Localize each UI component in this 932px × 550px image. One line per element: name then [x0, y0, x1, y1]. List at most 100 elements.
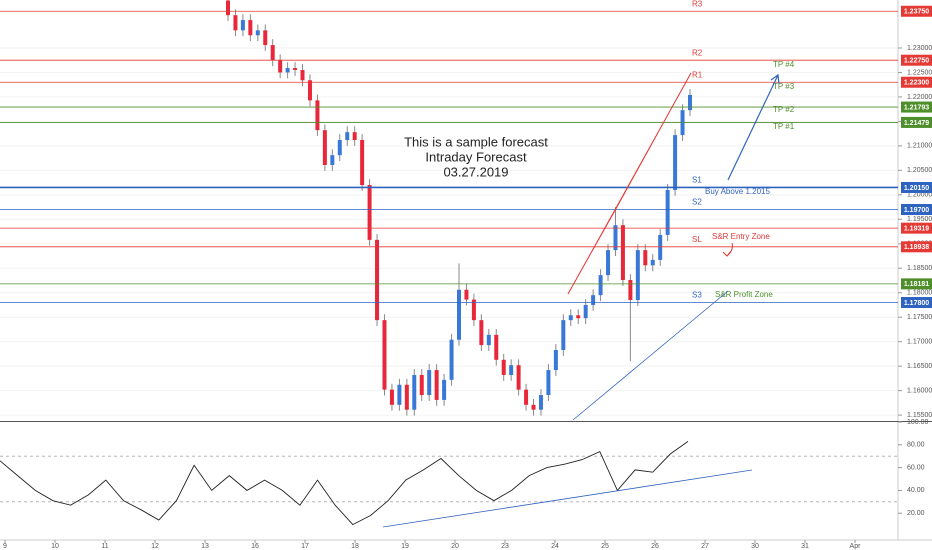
- candle-body: [330, 155, 335, 165]
- annotation: TP #2: [773, 105, 795, 114]
- y-tick-label: 1.17000: [907, 339, 932, 346]
- level-label-box: [901, 204, 932, 216]
- candle-body: [263, 30, 268, 46]
- y-tick-label: 1.18500: [907, 265, 932, 272]
- candle-body: [635, 250, 640, 301]
- candle-body: [300, 70, 305, 81]
- x-tick-label: 11: [101, 543, 108, 550]
- candle-body: [449, 339, 454, 380]
- y-tick-label: 1.19500: [907, 216, 932, 223]
- candle-body: [516, 365, 521, 390]
- candle-body: [628, 280, 633, 301]
- annotation: TP #4: [773, 60, 795, 69]
- x-tick-label: 27: [701, 543, 709, 550]
- forecast-text: 03.27.2019: [443, 164, 508, 179]
- candle-body: [397, 384, 402, 405]
- candle-body: [658, 234, 663, 260]
- candle-body: [278, 60, 283, 73]
- support-line: [572, 290, 729, 421]
- level-label: 1.18938: [904, 244, 929, 251]
- annotation: TP #3: [773, 82, 795, 91]
- x-tick-label: 10: [51, 543, 59, 550]
- level-label-box: [901, 222, 932, 234]
- candle-body: [345, 132, 350, 140]
- candle-body: [546, 370, 551, 396]
- candle-body: [360, 140, 365, 186]
- rsi-tick-label: 100.00: [907, 419, 929, 426]
- x-tick-label: 20: [451, 543, 459, 550]
- level-name: SL: [692, 235, 702, 244]
- candle-body: [382, 320, 387, 390]
- candle-body: [568, 315, 573, 321]
- y-tick-label: 1.22000: [907, 94, 932, 101]
- candle-body: [255, 30, 260, 36]
- y-tick-label: 1.20500: [907, 167, 932, 174]
- x-tick-label: 16: [251, 543, 259, 550]
- candle-body: [442, 379, 447, 400]
- y-tick-label: 1.18000: [907, 290, 932, 297]
- arrow-head: [770, 73, 780, 85]
- level-name: S3: [692, 291, 702, 300]
- candle-body: [486, 334, 491, 346]
- x-tick-label: 19: [401, 543, 409, 550]
- candle-body: [598, 275, 603, 296]
- candle-body: [471, 299, 476, 321]
- y-tick-label: 1.17500: [907, 314, 932, 321]
- candle-body: [270, 45, 275, 61]
- candle-body: [315, 100, 320, 131]
- x-tick-label: 26: [651, 543, 659, 550]
- level-label: 1.22300: [904, 80, 929, 87]
- x-tick-label: 9: [3, 543, 7, 550]
- candle-body: [293, 68, 298, 70]
- x-tick-label: 13: [201, 543, 209, 550]
- candle-body: [524, 389, 529, 405]
- y-tick-label: 1.21000: [907, 143, 932, 150]
- candle-body: [553, 350, 558, 371]
- candle-body: [337, 140, 342, 156]
- annotation: Buy Above 1.2015: [705, 187, 770, 196]
- level-label-box: [901, 101, 932, 113]
- candle-body: [419, 374, 424, 396]
- x-tick-label: 12: [151, 543, 159, 550]
- candle-body: [427, 370, 432, 396]
- forecast-arrow: [727, 74, 779, 181]
- rsi-tick-label: 20.00: [907, 510, 925, 517]
- candle-body: [538, 395, 543, 410]
- candle-body: [643, 250, 648, 266]
- x-tick-label: 31: [801, 543, 809, 550]
- price-pane: [0, 0, 898, 416]
- forecast-text: Intraday Forecast: [425, 149, 527, 164]
- candle-body: [226, 0, 230, 16]
- level-label: 1.21479: [904, 120, 929, 127]
- x-tick-label: 24: [551, 543, 559, 550]
- x-tick-label: 25: [601, 543, 609, 550]
- y-tick-label: 1.15500: [907, 412, 932, 419]
- candle-body: [479, 320, 484, 346]
- candle-body: [352, 132, 357, 140]
- level-label: 1.20150: [904, 185, 929, 192]
- candle-body: [322, 130, 327, 165]
- level-label-box: [901, 181, 932, 193]
- drawings: [382, 72, 780, 528]
- candle-body: [248, 20, 253, 36]
- candle-body: [233, 15, 238, 31]
- y-tick-label: 1.20000: [907, 192, 932, 199]
- candle-body: [464, 289, 469, 300]
- candle-body: [576, 315, 581, 319]
- candle-body: [389, 389, 394, 405]
- level-label: 1.19319: [904, 226, 929, 233]
- candle-body: [434, 370, 439, 400]
- forecast-text: This is a sample forecast: [404, 134, 548, 149]
- rsi-tick-label: 80.00: [907, 442, 925, 449]
- x-tick-label: 18: [351, 543, 359, 550]
- level-name: R3: [692, 0, 703, 8]
- candle-body: [650, 259, 655, 266]
- candle-body: [509, 365, 514, 375]
- candle-body: [240, 20, 245, 31]
- candle-body: [606, 250, 611, 276]
- candle-body: [665, 189, 670, 235]
